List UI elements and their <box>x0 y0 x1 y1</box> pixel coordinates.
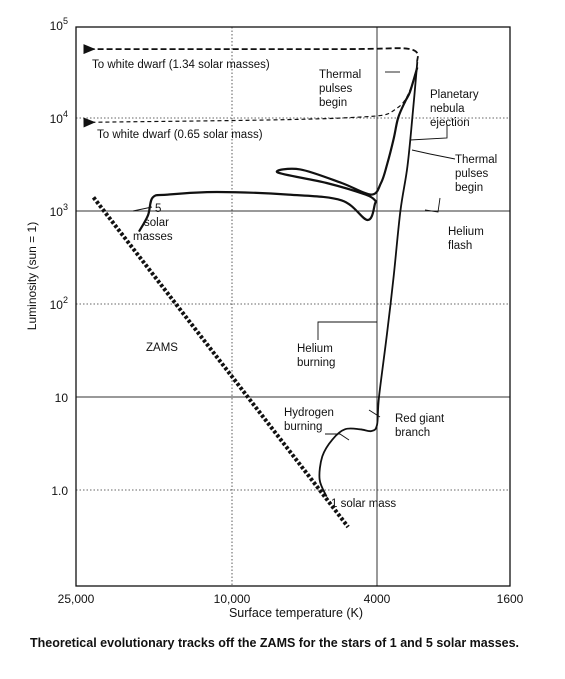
white-dwarf-path-134 <box>83 44 419 63</box>
label-helium-flash: Helium flash <box>448 226 484 252</box>
figure-caption: Theoretical evolutionary tracks off the … <box>30 636 520 650</box>
x-tick-label: 10,000 <box>214 592 251 606</box>
x-tick-label: 1600 <box>497 592 524 606</box>
label-white-dwarf-065: To white dwarf (0.65 solar mass) <box>97 129 263 141</box>
y-tick-label: 103 <box>50 202 68 219</box>
y-axis-label: Luminosity (sun = 1) <box>25 222 39 330</box>
tracks <box>83 44 419 529</box>
y-tick-label: 104 <box>50 109 68 126</box>
leader-hydrogen-burning <box>325 433 350 441</box>
y-tick-label: 10 <box>55 391 69 405</box>
x-tick-label: 25,000 <box>58 592 95 606</box>
label-thermal-pulses-begin-1: Thermal pulses begin <box>319 69 361 109</box>
y-tick-label: 105 <box>50 16 68 33</box>
white-dwarf-path-065 <box>83 67 418 128</box>
leader-nebula-ejection <box>409 124 448 141</box>
x-axis-label: Surface temperature (K) <box>229 606 363 620</box>
plot-frame <box>75 26 511 587</box>
label-planetary-nebula-ejection: Planetary nebula ejection <box>430 89 479 129</box>
y-tick-label: 102 <box>50 295 68 312</box>
leader-helium-flash <box>424 197 441 213</box>
x-axis-ticks: 25,000 10,000 4000 1600 <box>58 592 524 606</box>
label-1-solar-mass: 1 solar mass <box>331 498 396 510</box>
leader-red-giant-branch <box>368 409 381 418</box>
x-tick-label: 4000 <box>364 592 391 606</box>
label-white-dwarf-134: To white dwarf (1.34 solar masses) <box>92 59 270 71</box>
label-helium-burning: Helium burning <box>297 343 335 369</box>
leader-thermal-pulses-2 <box>411 149 456 160</box>
label-leader-lines <box>132 71 456 441</box>
label-5-solar-masses: 5 solar masses <box>133 203 173 243</box>
label-red-giant-branch: Red giant branch <box>395 413 445 439</box>
label-thermal-pulses-begin-2: Thermal pulses begin <box>455 154 497 194</box>
label-zams: ZAMS <box>146 342 178 354</box>
zams-line <box>91 196 350 529</box>
y-tick-label: 1.0 <box>51 484 68 498</box>
track-5-solar-masses <box>138 67 419 233</box>
label-hydrogen-burning: Hydrogen burning <box>284 407 334 433</box>
leader-5-solar-masses <box>132 206 153 212</box>
y-axis-ticks: 1.0 10 102 103 104 105 <box>50 16 69 498</box>
track-1-solar-mass <box>318 61 419 497</box>
leader-helium-burning <box>317 321 377 340</box>
